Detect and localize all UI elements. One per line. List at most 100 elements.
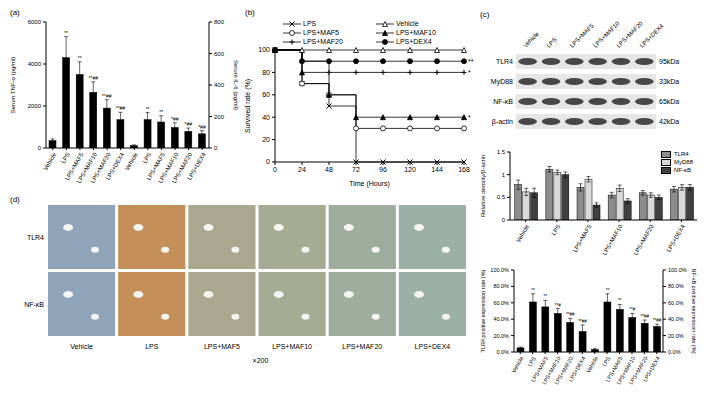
svg-text:72: 72: [352, 166, 360, 173]
svg-text:**: **: [159, 109, 163, 115]
svg-text:LPS+DEX4: LPS+DEX4: [666, 223, 687, 253]
svg-text:LPS+DEX4: LPS+DEX4: [567, 355, 586, 382]
svg-text:100.0%: 100.0%: [490, 267, 509, 273]
svg-text:0.0%: 0.0%: [496, 349, 509, 355]
svg-text:LPS: LPS: [601, 355, 612, 367]
svg-text:LPS: LPS: [60, 152, 71, 165]
svg-text:NF-κB: NF-κB: [493, 98, 513, 105]
svg-text:TLR4 positive expression rate: TLR4 positive expression rate (%): [480, 269, 486, 352]
svg-text:LPS+DEX4: LPS+DEX4: [642, 355, 661, 382]
svg-text:100.0%: 100.0%: [668, 267, 687, 273]
svg-text:0.0%: 0.0%: [668, 349, 681, 355]
svg-text:**: **: [468, 58, 474, 65]
svg-text:Serum TNF-α (pg/ml): Serum TNF-α (pg/ml): [10, 57, 16, 114]
svg-text:LPS+MAF5: LPS+MAF5: [204, 343, 240, 350]
svg-text:48: 48: [325, 166, 333, 173]
svg-text:Vehicle: Vehicle: [70, 343, 93, 350]
svg-text:800: 800: [214, 19, 225, 25]
svg-text:Relative density/β-actin: Relative density/β-actin: [480, 155, 486, 217]
svg-text:40.0%: 40.0%: [668, 316, 684, 322]
svg-text:0: 0: [502, 217, 506, 223]
svg-text:24: 24: [298, 166, 306, 173]
svg-text:60.0%: 60.0%: [493, 300, 509, 306]
svg-text:**##: **##: [566, 312, 575, 317]
svg-text:β-actin: β-actin: [492, 118, 513, 126]
svg-text:**: **: [606, 288, 610, 293]
svg-text:LPS+MAF10: LPS+MAF10: [601, 223, 624, 256]
svg-text:*##: *##: [198, 124, 206, 130]
svg-text:×200: ×200: [253, 357, 269, 364]
svg-text:1: 1: [502, 172, 506, 178]
svg-text:LPS+MAF20: LPS+MAF20: [633, 223, 656, 256]
svg-text:33kDa: 33kDa: [659, 78, 679, 85]
svg-text:**##: **##: [578, 319, 587, 324]
svg-text:144: 144: [431, 166, 443, 173]
svg-text:60: 60: [262, 91, 270, 98]
svg-text:4000: 4000: [28, 61, 42, 67]
svg-text:LPS+DEX4: LPS+DEX4: [186, 151, 207, 181]
svg-text:(c): (c): [480, 10, 490, 19]
svg-text:NF-κB: NF-κB: [24, 301, 44, 308]
svg-text:Vehicle: Vehicle: [585, 355, 599, 373]
svg-text:400: 400: [214, 82, 225, 88]
svg-text:**##: **##: [116, 105, 126, 111]
svg-text:0: 0: [214, 145, 218, 151]
svg-text:*: *: [468, 114, 471, 121]
svg-text:2000: 2000: [28, 103, 42, 109]
svg-text:100: 100: [258, 46, 270, 53]
svg-text:Survived rate (%): Survived rate (%): [244, 79, 252, 133]
svg-text:**##: **##: [102, 93, 112, 99]
svg-text:20: 20: [262, 136, 270, 143]
svg-text:LPS+MAF10: LPS+MAF10: [272, 343, 312, 350]
svg-text:LPS+DEX4: LPS+DEX4: [639, 22, 665, 48]
svg-text:1.5: 1.5: [497, 149, 506, 155]
svg-text:Serum IL-6 (pg/ml): Serum IL-6 (pg/ml): [233, 60, 239, 110]
svg-text:**: **: [544, 294, 548, 299]
svg-text:80.0%: 80.0%: [493, 283, 509, 289]
svg-text:96: 96: [379, 166, 387, 173]
svg-text:**: **: [78, 55, 82, 61]
svg-text:Vehicle: Vehicle: [124, 151, 139, 171]
svg-text:Vehicle: Vehicle: [42, 151, 57, 171]
svg-text:200: 200: [214, 114, 225, 120]
svg-text:(d): (d): [10, 195, 20, 204]
svg-text:80: 80: [262, 69, 270, 76]
svg-text:42kDa: 42kDa: [659, 118, 679, 125]
svg-text:MyD88: MyD88: [491, 78, 513, 86]
svg-text:LPS+MAF5: LPS+MAF5: [572, 223, 593, 253]
svg-text:6000: 6000: [28, 19, 42, 25]
svg-text:20.0%: 20.0%: [668, 333, 684, 339]
svg-text:0.5: 0.5: [497, 194, 506, 200]
svg-text:**##: **##: [653, 318, 662, 323]
svg-text:**: **: [618, 298, 622, 303]
svg-text:**: **: [146, 106, 150, 112]
svg-text:0: 0: [273, 166, 277, 173]
svg-text:0: 0: [38, 145, 42, 151]
svg-text:Vehicle: Vehicle: [522, 30, 540, 48]
svg-text:LPS: LPS: [545, 36, 557, 48]
svg-text:**##: **##: [89, 75, 99, 81]
svg-text:**: **: [531, 288, 535, 293]
svg-text:LPS: LPS: [145, 343, 159, 350]
svg-text:95kDa: 95kDa: [659, 58, 679, 65]
svg-text:40.0%: 40.0%: [493, 316, 509, 322]
svg-text:LPS: LPS: [550, 224, 561, 237]
svg-text:LPS+DEX4: LPS+DEX4: [105, 151, 126, 181]
svg-text:TLR4: TLR4: [27, 234, 44, 241]
svg-text:*: *: [468, 69, 471, 76]
svg-text:**#: **#: [555, 303, 562, 308]
svg-text:Vehicle: Vehicle: [510, 355, 524, 373]
svg-text:20.0%: 20.0%: [493, 333, 509, 339]
svg-text:120: 120: [404, 166, 416, 173]
svg-text:600: 600: [214, 51, 225, 57]
svg-text:TLR4: TLR4: [496, 58, 513, 65]
svg-text:**##: **##: [640, 314, 649, 319]
svg-text:65kDa: 65kDa: [659, 98, 679, 105]
svg-text:0: 0: [266, 158, 270, 165]
svg-text:**#: **#: [629, 307, 636, 312]
svg-text:80.0%: 80.0%: [668, 283, 684, 289]
svg-text:LPS: LPS: [526, 355, 537, 367]
svg-text:Vehicle: Vehicle: [515, 223, 530, 243]
svg-text:LPS+MAF20: LPS+MAF20: [342, 343, 382, 350]
svg-text:60.0%: 60.0%: [668, 300, 684, 306]
